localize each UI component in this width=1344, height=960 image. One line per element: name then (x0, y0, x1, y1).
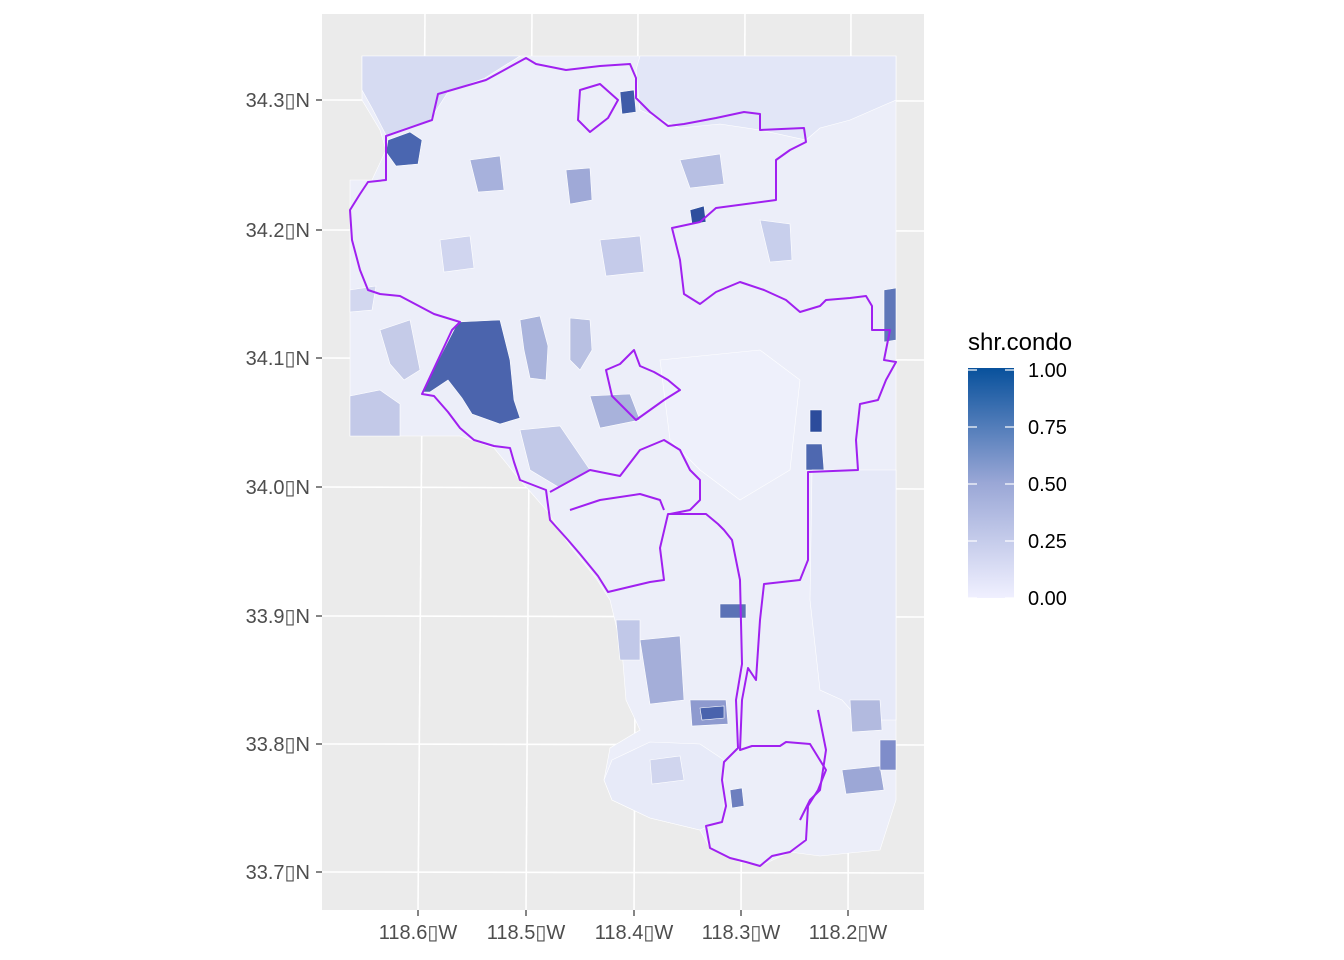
region-east-dark-1 (809, 409, 823, 433)
y-tick-label: 34.3▯N (246, 90, 310, 112)
x-axis: 118.6▯W 118.5▯W 118.4▯W 118.3▯W 118.2▯W (379, 910, 888, 944)
city-boundary-inner-4 (577, 83, 619, 133)
y-tick-34.2: 34.2▯N (246, 220, 322, 242)
region-valley-3 (469, 155, 505, 193)
y-tick-label: 34.0▯N (246, 477, 310, 499)
x-tick-118.3: 118.3▯W (702, 910, 781, 944)
region-longbeach-2 (879, 739, 897, 771)
y-tick-label: 33.8▯N (246, 734, 310, 756)
legend-ticks (968, 369, 1014, 599)
gridline-lat-33.7 (321, 871, 925, 874)
y-tick-34.3: 34.3▯N (246, 90, 322, 112)
legend-label: 1.00 (1028, 360, 1067, 382)
region-southbay-1 (639, 635, 685, 705)
y-tick-33.7: 33.7▯N (246, 862, 322, 884)
y-axis: 34.3▯N 34.2▯N 34.1▯N 34.0▯N 33.9▯N 33.8▯… (246, 90, 322, 884)
legend-label: 0.50 (1028, 474, 1067, 496)
region-east-strip (883, 287, 897, 343)
x-tick-label: 118.4▯W (595, 922, 674, 944)
y-tick-33.9: 33.9▯N (246, 606, 322, 628)
region-harbor (729, 787, 745, 809)
x-tick-label: 118.6▯W (379, 922, 458, 944)
x-tick-118.2: 118.2▯W (809, 910, 888, 944)
y-tick-label: 33.9▯N (246, 606, 310, 628)
legend-title: shr.condo (968, 329, 1072, 356)
x-tick-label: 118.5▯W (487, 922, 566, 944)
region-valley-5 (599, 235, 645, 277)
region-smm-2 (569, 317, 593, 371)
city-boundary-inner-3 (605, 349, 681, 421)
region-valley-4 (565, 167, 593, 205)
y-tick-34.0: 34.0▯N (246, 477, 322, 499)
y-tick-34.1: 34.1▯N (246, 348, 322, 370)
region-longbeach-1 (841, 765, 885, 795)
region-south-dark (719, 603, 747, 619)
x-tick-118.4: 118.4▯W (595, 910, 674, 944)
city-boundary-harbor (799, 709, 827, 821)
region-harbor-2 (699, 705, 725, 721)
region-central (659, 349, 801, 501)
y-tick-label: 33.7▯N (246, 862, 310, 884)
x-tick-label: 118.2▯W (809, 922, 888, 944)
region-west-edge (349, 389, 401, 437)
region-southeast-mid (849, 699, 883, 733)
city-boundary-inner-1 (549, 439, 701, 515)
region-ne-dark (619, 89, 637, 115)
city-boundary-inner-2 (569, 493, 665, 511)
region-topanga (421, 319, 521, 425)
legend-label: 0.75 (1028, 417, 1067, 439)
region-pv-mid (649, 755, 685, 785)
region-southbay-3 (615, 619, 641, 661)
y-tick-label: 34.1▯N (246, 348, 310, 370)
region-valley-2 (759, 219, 793, 263)
city-boundary-main (349, 57, 897, 867)
region-smm-3 (379, 319, 421, 381)
color-legend: shr.condo 1.00 0.75 0.50 0.25 0.00 (968, 329, 1072, 610)
region-valley-1 (679, 153, 725, 189)
region-north (635, 55, 897, 141)
region-east-lowlands (809, 469, 897, 721)
y-tick-33.8: 33.8▯N (246, 734, 322, 756)
region-smm-1 (519, 315, 549, 381)
legend-label: 0.00 (1028, 588, 1067, 610)
y-tick-label: 34.2▯N (246, 220, 310, 242)
choropleth-regions (349, 55, 897, 867)
x-tick-118.5: 118.5▯W (487, 910, 566, 944)
region-westwood (589, 393, 641, 429)
region-west-light (349, 285, 377, 313)
region-valley-6 (439, 235, 475, 273)
region-east-dark-2 (805, 443, 825, 471)
city-boundary (349, 57, 897, 867)
x-tick-118.6: 118.6▯W (379, 910, 458, 944)
legend-label: 0.25 (1028, 531, 1067, 553)
legend-colorbar (968, 368, 1014, 598)
x-tick-label: 118.3▯W (702, 922, 781, 944)
